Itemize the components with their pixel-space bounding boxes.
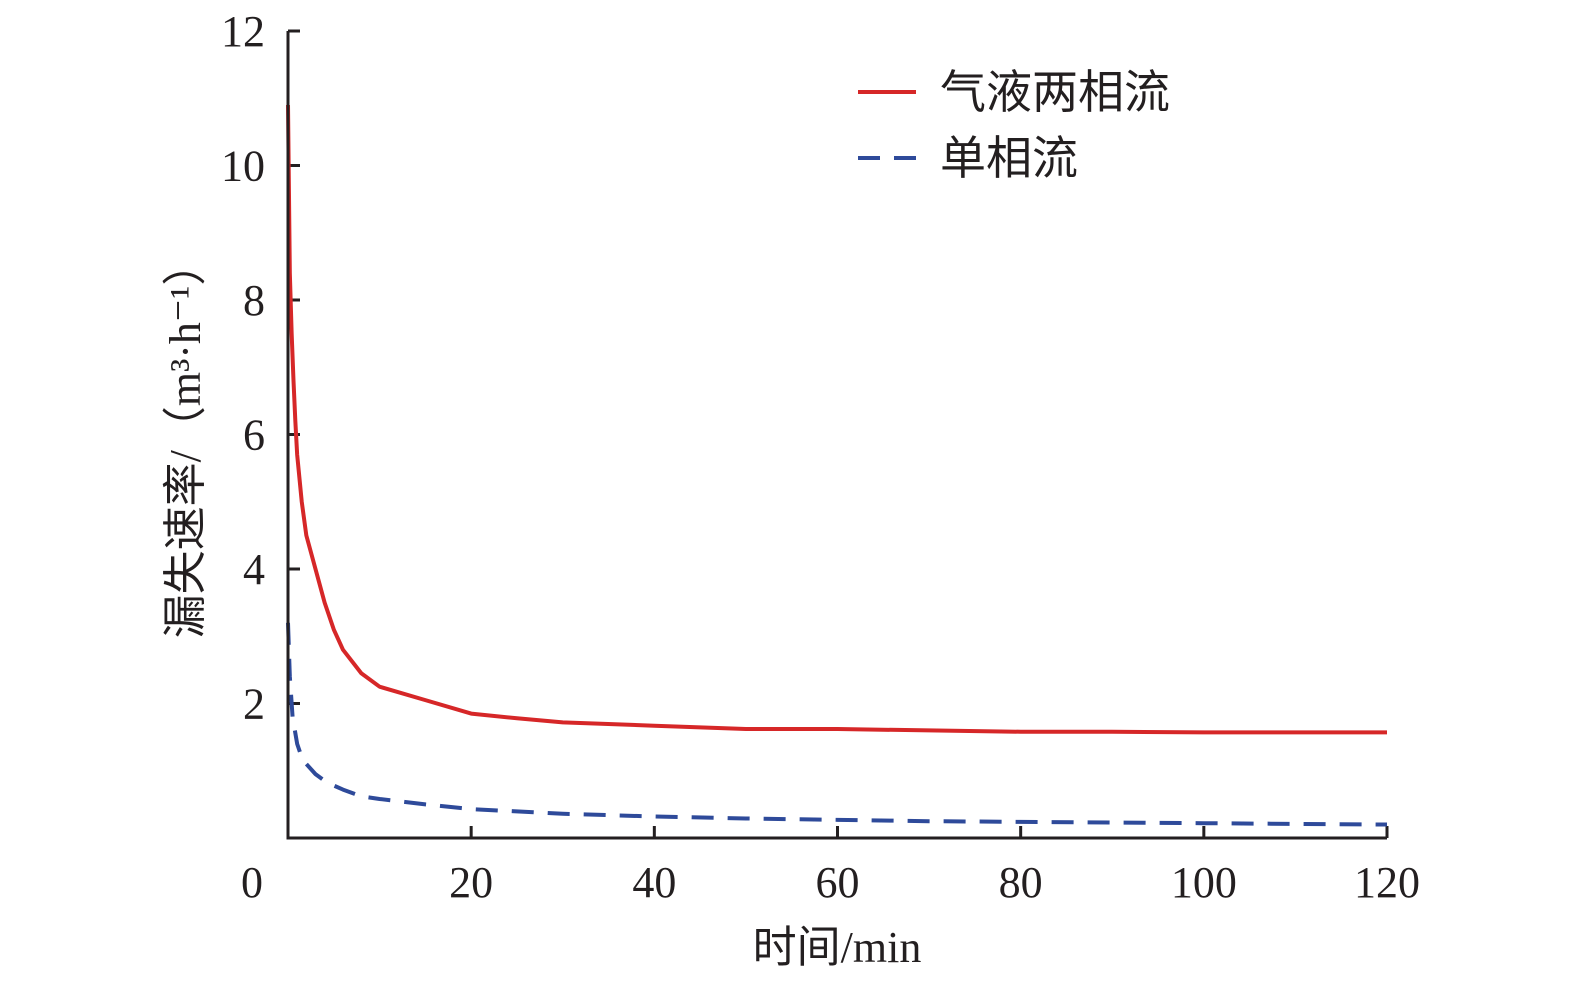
y-tick-label: 4 [243, 545, 265, 594]
x-axis-title: 时间/min [753, 923, 922, 972]
legend: 气液两相流 单相流 [858, 67, 1170, 184]
legend-label-single-phase: 单相流 [940, 133, 1078, 184]
legend-label-two-phase: 气液两相流 [940, 67, 1170, 118]
x-tick-label: 60 [816, 858, 860, 907]
y-axis-title: 漏失速率/（m³·h⁻¹） [161, 242, 210, 639]
y-tick-label: 12 [221, 7, 265, 56]
y-tick-label: 6 [243, 411, 265, 460]
x-axis-ticks: 0 20 40 60 80 100 120 [241, 826, 1420, 907]
x-tick-label: 120 [1354, 858, 1420, 907]
y-tick-label: 8 [243, 276, 265, 325]
x-tick-label: 40 [632, 858, 676, 907]
y-tick-label: 10 [221, 142, 265, 191]
y-axis-ticks: 2 4 6 8 10 12 [221, 7, 300, 729]
series-line-0 [286, 104, 1387, 735]
series-layer [286, 104, 1388, 827]
x-tick-label: 20 [449, 858, 493, 907]
series-line-1 [286, 622, 1388, 827]
y-tick-label: 2 [243, 680, 265, 729]
x-tick-label: 100 [1171, 858, 1237, 907]
x-tick-label: 80 [999, 858, 1043, 907]
x-tick-label: 0 [241, 858, 263, 907]
